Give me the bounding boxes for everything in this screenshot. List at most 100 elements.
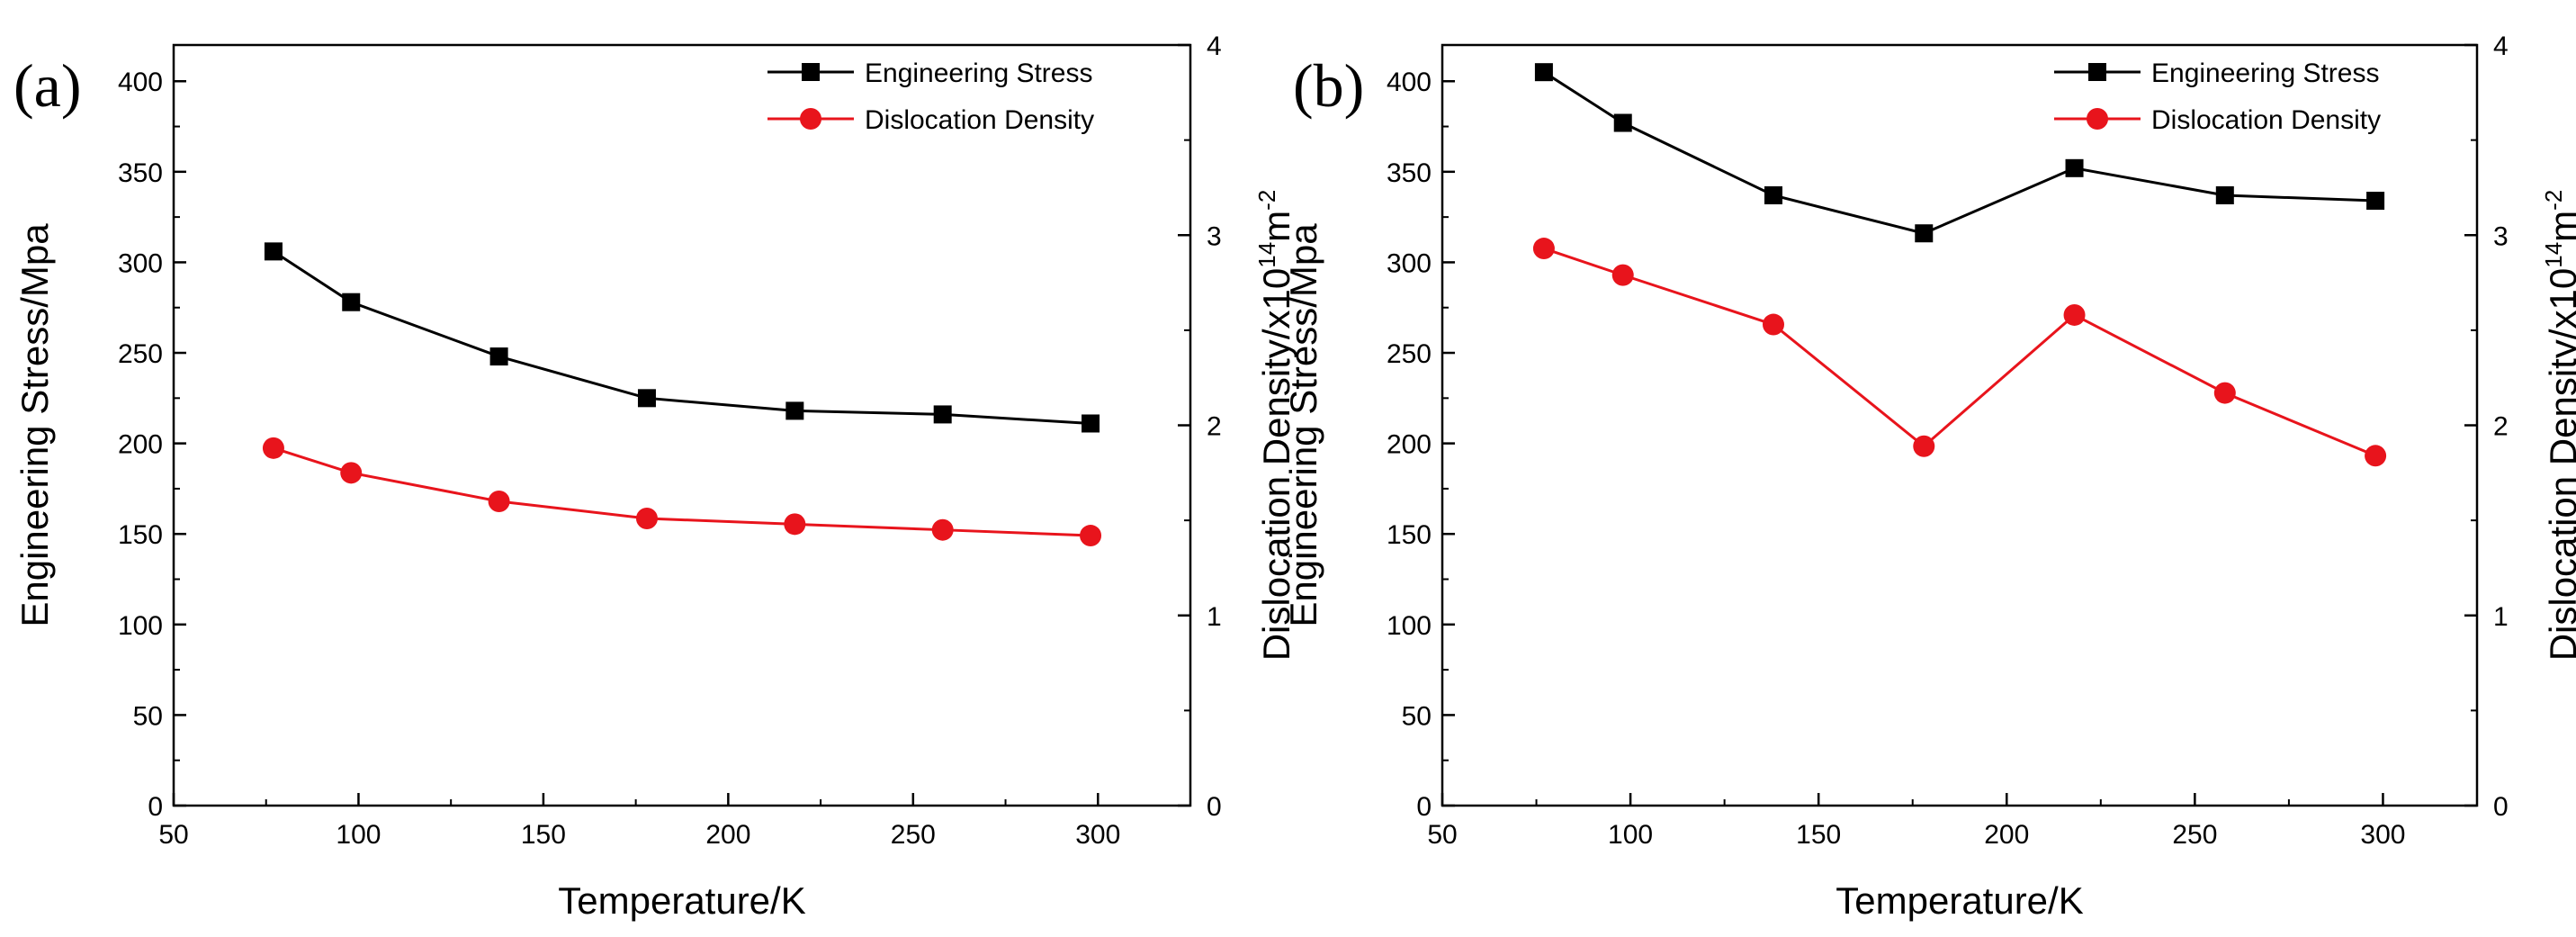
y2-axis-title-exp1: 14 [2540, 242, 2567, 268]
data-point-dislocation-density [2365, 445, 2387, 467]
data-point-engineering-stress [2215, 185, 2234, 204]
series-line-engineering-stress [273, 250, 1091, 425]
y-tick-label: 0 [148, 792, 163, 822]
data-point-dislocation-density [340, 462, 363, 484]
data-point-dislocation-density [1080, 525, 1102, 547]
y-tick-label: 350 [118, 158, 163, 188]
data-point-engineering-stress [264, 242, 283, 261]
y-axis-title: Engineering Stress/Mpa [13, 223, 56, 627]
data-point-engineering-stress [1613, 113, 1632, 132]
data-point-dislocation-density [931, 518, 954, 541]
series-line-dislocation-density [273, 446, 1091, 537]
y2-axis-title: Dislocation Density/x1014m-2 [2540, 190, 2576, 662]
legend-marker-engineering-stress [802, 63, 820, 81]
chart-panel-a: 50 100 150 200 250 30005010015020025030035040… [13, 32, 1297, 922]
data-point-dislocation-density [488, 491, 510, 512]
data-point-dislocation-density [1763, 313, 1784, 336]
data-point-engineering-stress [2065, 158, 2084, 177]
y-tick-label: 350 [1387, 158, 1432, 188]
legend-marker-dislocation-density [800, 108, 821, 130]
data-point-engineering-stress [1915, 224, 1934, 243]
data-point-engineering-stress [785, 401, 804, 420]
y-tick-label: 300 [1387, 248, 1432, 278]
legend-marker-engineering-stress [2088, 63, 2106, 81]
series-line-dislocation-density [1543, 247, 2376, 457]
y2-tick-label: 4 [1207, 32, 1222, 61]
data-point-dislocation-density [635, 508, 658, 530]
data-point-dislocation-density [262, 437, 284, 459]
y-tick-label: 50 [1402, 701, 1432, 731]
data-point-dislocation-density [784, 513, 806, 536]
x-tick-label: 150 [1796, 820, 1841, 850]
y2-axis-title: Dislocation Density/x1014m-2 [1253, 190, 1297, 662]
y2-tick-label: 4 [2493, 32, 2509, 61]
panel-label: (b) [1293, 51, 1364, 120]
panel-label: (a) [13, 51, 81, 120]
y-tick-label: 300 [118, 248, 163, 278]
y-tick-label: 100 [118, 611, 163, 641]
x-tick-label: 300 [1075, 820, 1120, 850]
y2-axis-title-main: Dislocation Density/x10 [1255, 268, 1297, 662]
data-point-engineering-stress [933, 405, 952, 424]
y2-tick-label: 2 [2493, 412, 2509, 442]
x-tick-label: 250 [891, 820, 936, 850]
y-tick-label: 400 [1387, 68, 1432, 97]
x-tick-label: 200 [1984, 820, 2029, 850]
legend-marker-dislocation-density [2087, 108, 2108, 130]
data-point-dislocation-density [2063, 303, 2086, 326]
series-line-engineering-stress [1543, 70, 2376, 235]
data-point-engineering-stress [1534, 63, 1553, 82]
y-tick-label: 150 [118, 520, 163, 550]
data-point-engineering-stress [1764, 185, 1782, 204]
legend-label-engineering-stress: Engineering Stress [2151, 59, 2379, 88]
y-tick-label: 400 [118, 68, 163, 97]
data-point-engineering-stress [489, 347, 508, 366]
y-tick-label: 0 [1416, 792, 1432, 822]
x-tick-label: 50 [1427, 820, 1457, 850]
x-tick-label: 250 [2172, 820, 2217, 850]
y-tick-label: 200 [1387, 430, 1432, 460]
x-tick-label: 150 [521, 820, 566, 850]
x-axis-title: Temperature/K [558, 879, 805, 922]
y2-axis-title-unit: m [1255, 211, 1297, 242]
y2-tick-label: 3 [1207, 221, 1222, 251]
data-point-dislocation-density [1913, 435, 1935, 457]
x-axis-title: Temperature/K [1836, 879, 2083, 922]
data-point-engineering-stress [637, 389, 656, 408]
data-point-engineering-stress [1082, 414, 1100, 433]
y2-axis-title-unit: m [2542, 211, 2576, 242]
data-point-dislocation-density [2213, 382, 2236, 404]
y2-axis-title-exp1: 14 [1253, 242, 1280, 268]
x-tick-label: 200 [705, 820, 750, 850]
x-tick-label: 100 [336, 820, 381, 850]
data-point-engineering-stress [2366, 192, 2385, 211]
y2-tick-label: 1 [2493, 602, 2509, 632]
data-point-dislocation-density [1532, 238, 1555, 260]
legend-label-dislocation-density: Dislocation Density [2151, 105, 2381, 135]
y2-axis-title-main: Dislocation Density/x10 [2542, 268, 2576, 662]
plot-frame [172, 43, 1192, 807]
y-tick-label: 50 [133, 701, 163, 731]
y2-axis-title-exp2: -2 [1253, 190, 1280, 211]
data-point-engineering-stress [342, 293, 361, 311]
x-tick-label: 300 [2360, 820, 2405, 850]
chart-panel-b: 50 100 150 200 250 30005010015020025030035040… [1282, 32, 2576, 922]
y2-tick-label: 2 [1207, 412, 1222, 442]
y2-tick-label: 0 [2493, 792, 2509, 822]
y-axis-title: Engineering Stress/Mpa [1282, 223, 1324, 627]
y-tick-label: 250 [1387, 339, 1432, 369]
x-tick-label: 50 [158, 820, 188, 850]
legend-label-engineering-stress: Engineering Stress [865, 59, 1092, 88]
y-tick-label: 150 [1387, 520, 1432, 550]
plot-frame [1441, 43, 2479, 807]
y-tick-label: 250 [118, 339, 163, 369]
y-tick-label: 100 [1387, 611, 1432, 641]
legend-label-dislocation-density: Dislocation Density [865, 105, 1094, 135]
y2-tick-label: 3 [2493, 221, 2509, 251]
y2-tick-label: 0 [1207, 792, 1222, 822]
y2-axis-title-exp2: -2 [2540, 190, 2567, 211]
y-tick-label: 200 [118, 430, 163, 460]
y2-tick-label: 1 [1207, 602, 1222, 632]
x-tick-label: 100 [1608, 820, 1653, 850]
